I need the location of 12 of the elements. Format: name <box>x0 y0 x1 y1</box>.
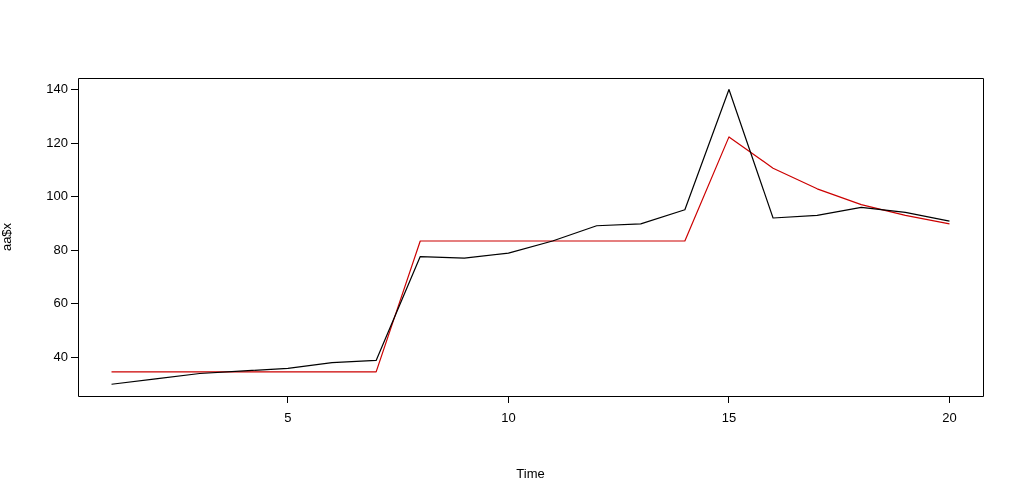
x-axis-title: Time <box>516 465 545 481</box>
y-tick-label: 60 <box>53 295 68 311</box>
y-tick-label: 140 <box>46 81 68 97</box>
y-tick-label: 120 <box>46 134 68 150</box>
x-tick-label: 10 <box>501 410 516 426</box>
y-tick-label: 80 <box>53 241 68 257</box>
x-tick-label: 15 <box>721 410 737 426</box>
y-axis-title: aa$x <box>0 222 15 252</box>
y-tick-label: 40 <box>53 349 68 365</box>
x-tick-label: 20 <box>942 410 957 426</box>
x-tick-label: 5 <box>284 410 292 426</box>
y-tick-label: 100 <box>46 188 68 204</box>
